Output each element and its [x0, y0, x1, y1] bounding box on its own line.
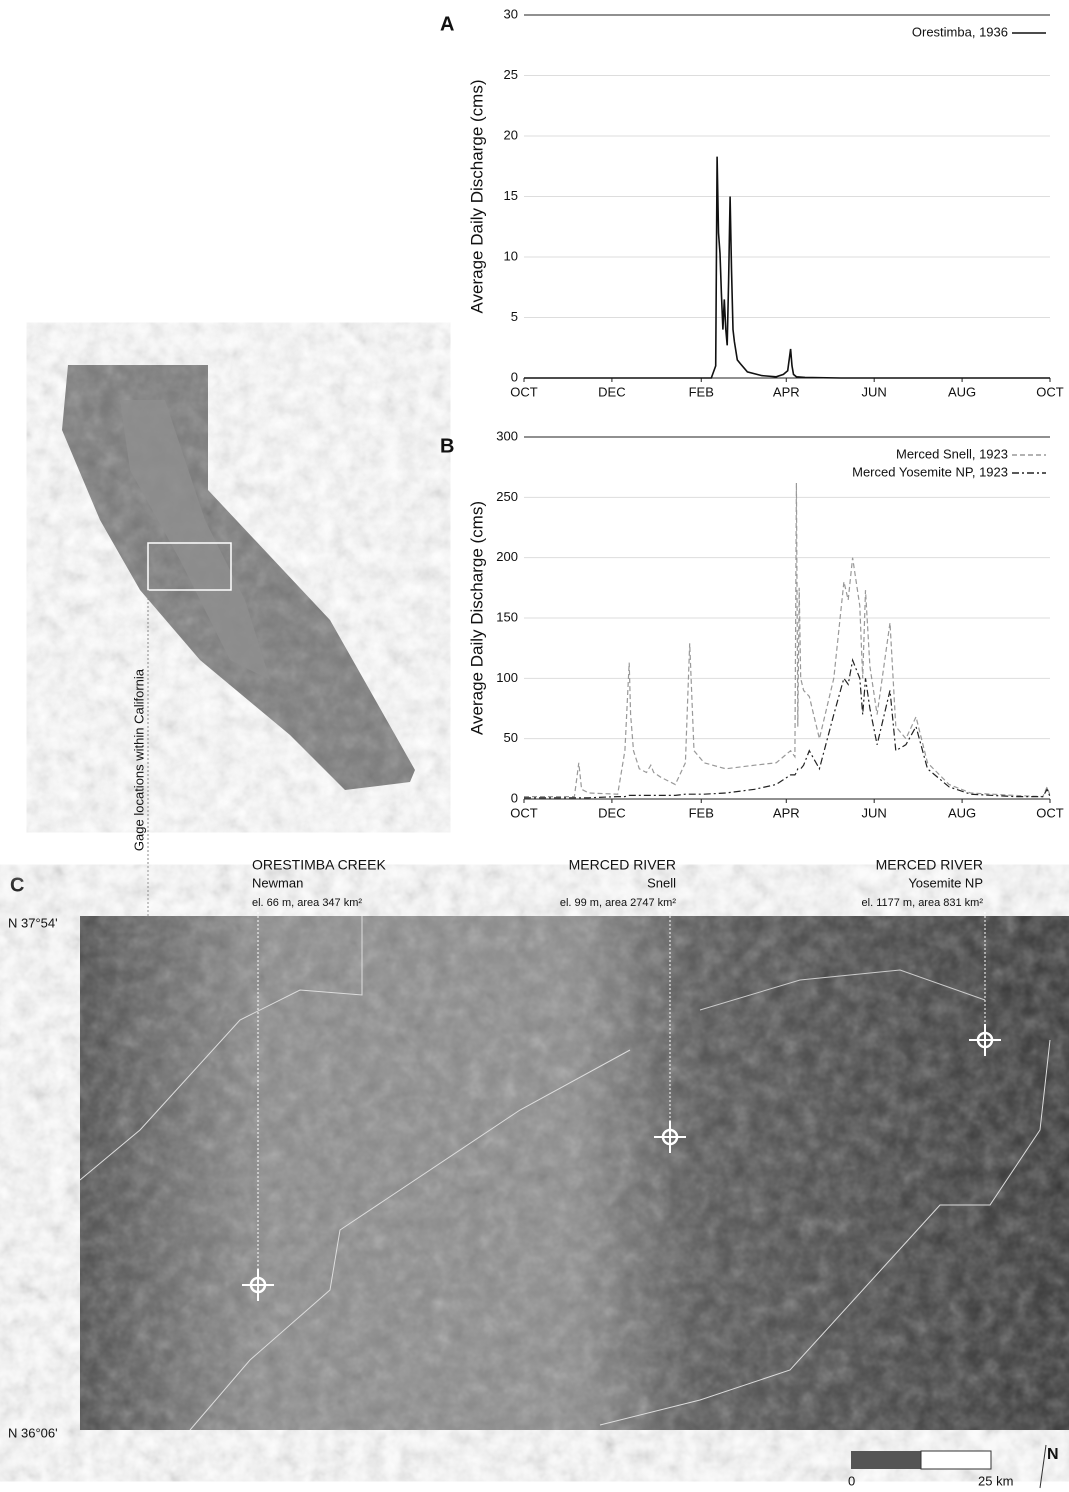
y-axis-label: Average Daily Discharge (cms)	[467, 80, 486, 314]
locator-label: Gage locations within California	[131, 668, 146, 851]
legend-label: Merced Snell, 1923	[896, 446, 1008, 461]
x-tick-label: APR	[773, 384, 800, 399]
x-tick-label: DEC	[598, 805, 625, 820]
scale-label: 25 km	[978, 1473, 1013, 1488]
y-tick-label: 300	[496, 428, 518, 443]
x-tick-label: FEB	[689, 805, 714, 820]
x-tick-label: AUG	[948, 384, 976, 399]
panel-label: C	[10, 874, 24, 896]
y-tick-label: 10	[504, 248, 518, 263]
y-tick-label: 5	[511, 309, 518, 324]
x-tick-label: OCT	[510, 384, 538, 399]
x-tick-label: OCT	[1036, 384, 1064, 399]
data-line	[524, 658, 1051, 799]
gage-crosshair	[242, 1269, 274, 1301]
panel-label: B	[440, 435, 454, 457]
x-tick-label: JUN	[862, 384, 887, 399]
y-tick-label: 50	[504, 730, 518, 745]
scale-bar	[920, 1450, 992, 1470]
gage-info: el. 66 m, area 347 km²	[252, 897, 362, 909]
x-tick-label: AUG	[948, 805, 976, 820]
gage-name: MERCED RIVER	[876, 857, 983, 873]
gage-name: ORESTIMBA CREEK	[252, 857, 386, 873]
scale-label: 0	[848, 1473, 855, 1488]
y-tick-label: 100	[496, 670, 518, 685]
y-tick-label: 15	[504, 188, 518, 203]
y-tick-label: 200	[496, 549, 518, 564]
scale-bar	[851, 1451, 921, 1469]
satellite-map	[79, 916, 1069, 1431]
y-tick-label: 0	[511, 790, 518, 805]
latitude-label: N 37°54'	[8, 915, 58, 930]
y-tick-label: 30	[504, 6, 518, 21]
legend-label: Merced Yosemite NP, 1923	[852, 464, 1008, 479]
y-tick-label: 150	[496, 609, 518, 624]
latitude-label: N 36°06'	[8, 1425, 58, 1440]
x-tick-label: JUN	[862, 805, 887, 820]
california-map	[62, 365, 415, 916]
north-label: N	[1047, 1446, 1059, 1463]
gage-info: el. 99 m, area 2747 km²	[560, 897, 677, 909]
y-axis-label: Average Daily Discharge (cms)	[467, 501, 486, 735]
gage-crosshair	[654, 1121, 686, 1153]
gage-site: Yosemite NP	[908, 875, 983, 890]
gage-site: Newman	[252, 875, 303, 890]
x-tick-label: OCT	[1036, 805, 1064, 820]
y-tick-label: 0	[511, 369, 518, 384]
y-tick-label: 25	[504, 67, 518, 82]
x-tick-label: FEB	[689, 384, 714, 399]
panel-label: A	[440, 13, 454, 35]
gage-crosshair	[969, 1024, 1001, 1056]
y-tick-label: 250	[496, 489, 518, 504]
gage-site: Snell	[647, 875, 676, 890]
gage-name: MERCED RIVER	[569, 857, 676, 873]
gage-info: el. 1177 m, area 831 km²	[862, 897, 984, 909]
x-tick-label: APR	[773, 805, 800, 820]
north-arrow	[1039, 1444, 1047, 1489]
x-tick-label: OCT	[510, 805, 538, 820]
y-tick-label: 20	[504, 127, 518, 142]
data-line	[524, 156, 1050, 379]
x-tick-label: DEC	[598, 384, 625, 399]
legend-label: Orestimba, 1936	[912, 24, 1008, 39]
data-line	[524, 482, 1051, 798]
